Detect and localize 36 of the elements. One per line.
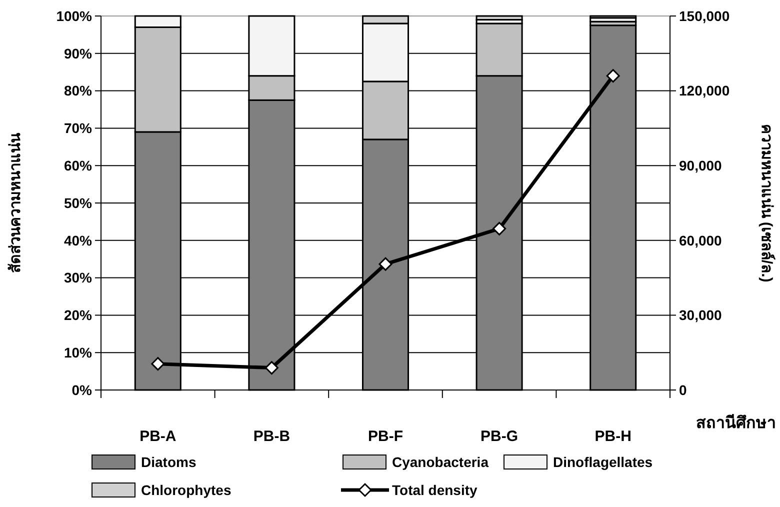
x-tick-label: PB-B — [253, 428, 290, 445]
y2-tick-label: 30,000 — [679, 307, 722, 324]
point — [606, 69, 620, 83]
x-tick-label: PB-G — [480, 428, 518, 445]
y-tick-label: 0% — [72, 382, 93, 398]
point — [492, 222, 506, 236]
y2-tick-label: 0 — [679, 382, 687, 398]
y-tick-label: 30% — [64, 270, 93, 286]
y-tick-label: 90% — [64, 45, 93, 62]
y-tick-label: 10% — [64, 344, 93, 360]
x-axis-title: สถานีศึกษา — [696, 413, 776, 432]
bar — [476, 15, 523, 20]
x-tick-label: PB-F — [368, 428, 403, 445]
y-tick-label: 50% — [64, 194, 93, 211]
y2-tick-label: 150,000 — [679, 8, 730, 24]
y2-tick-label: 90,000 — [679, 158, 722, 174]
x-tick-label: PB-A — [140, 428, 176, 445]
legend-label: Chlorophytes — [141, 482, 232, 498]
y-axis-title: สัดส่วนความหนาแน่น — [7, 132, 24, 273]
legend-label: Total density — [392, 482, 478, 498]
x-tick-label: PB-H — [594, 428, 632, 445]
legend-label: Cyanobacteria — [392, 454, 489, 470]
y-tick-label: 70% — [64, 120, 93, 136]
point — [378, 257, 392, 271]
y-tick-label: 80% — [64, 82, 93, 99]
y2-tick-label: 60,000 — [679, 232, 722, 248]
point — [264, 361, 278, 375]
y-tick-label: 20% — [64, 307, 93, 324]
y-tick-label: 100% — [56, 8, 93, 24]
y-tick-label: 60% — [64, 158, 93, 174]
legend-label: Diatoms — [141, 454, 196, 470]
legend-label: Dinoflagellates — [553, 454, 653, 470]
point — [151, 357, 165, 371]
y2-tick-label: 120,000 — [679, 82, 730, 99]
y-tick-label: 40% — [64, 232, 93, 248]
y2-axis-title: ความหนาแน่น (เซลล์/ล.) — [758, 124, 776, 282]
